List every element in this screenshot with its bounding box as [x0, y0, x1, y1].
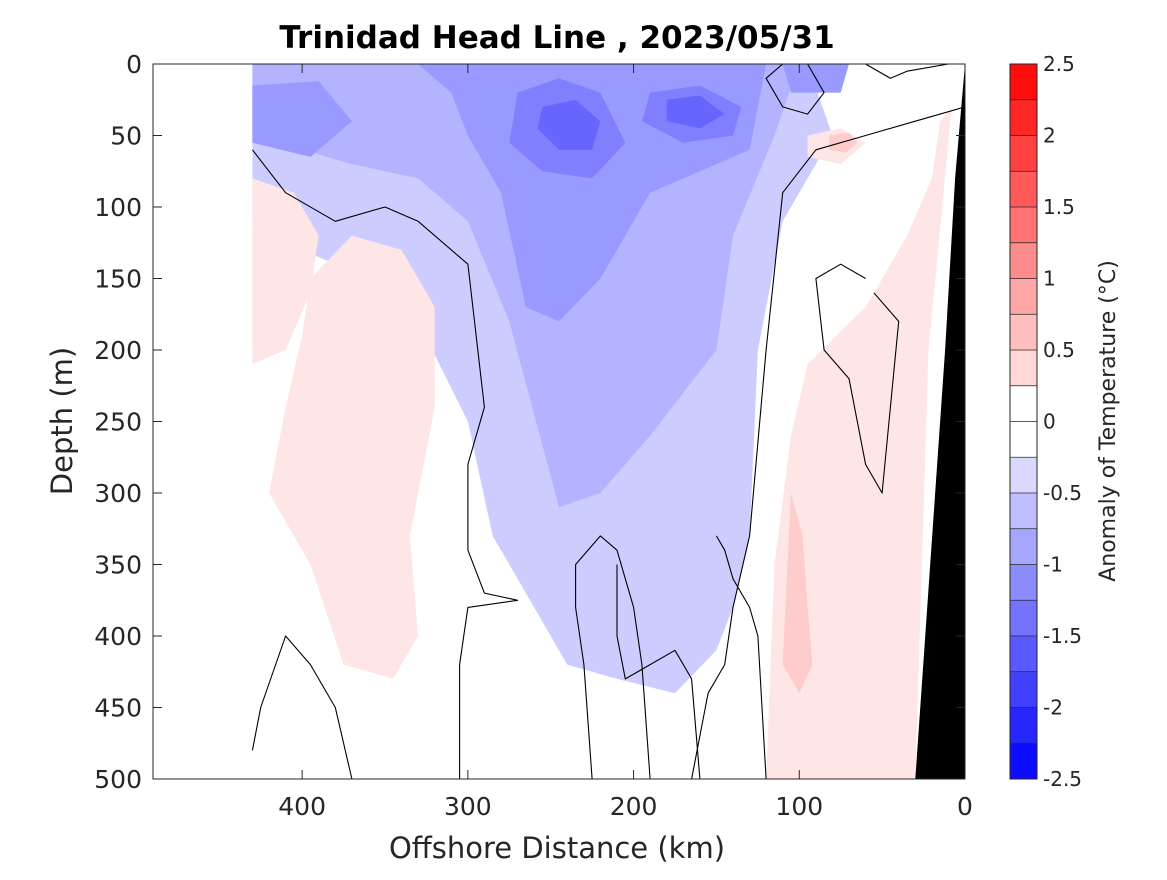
y-tick-label: 0 [126, 50, 142, 79]
y-tick-label: 300 [94, 479, 142, 508]
colorbar-bin [1010, 493, 1037, 530]
anomaly-region [537, 99, 601, 150]
colorbar-bin [1010, 64, 1037, 101]
anomaly-region [269, 235, 435, 679]
zero-contour-line [691, 106, 965, 779]
seafloor-bathymetry [915, 64, 965, 779]
colorbar-bin [1010, 99, 1037, 136]
y-axis-label: Depth (m) [45, 347, 79, 495]
y-tick-label: 100 [94, 193, 142, 222]
colorbar-bin [1010, 314, 1037, 351]
colorbar-tick-label: -2.5 [1043, 767, 1082, 791]
y-tick-label: 250 [94, 408, 142, 437]
colorbar-bin [1010, 385, 1037, 422]
zero-contour-line [765, 64, 825, 115]
x-tick-label: 200 [610, 792, 658, 821]
colorbar-bin [1010, 564, 1037, 601]
x-axis-label: Offshore Distance (km) [389, 831, 725, 865]
x-tick-label: 300 [444, 792, 492, 821]
x-tick-label: 0 [957, 792, 973, 821]
y-tick-label: 150 [94, 265, 142, 294]
colorbar-tick-label: 0 [1043, 410, 1056, 434]
colorbar-tick-label: 1.5 [1043, 195, 1075, 219]
colorbar-tick-label: -1 [1043, 553, 1063, 577]
colorbar-tick-label: 1 [1043, 267, 1056, 291]
colorbar-frame [1009, 63, 1038, 780]
colorbar-bin [1010, 528, 1037, 565]
x-tick-label: 100 [775, 792, 823, 821]
colorbar-bin [1010, 350, 1037, 387]
colorbar-bin [1010, 171, 1037, 208]
y-tick-label: 400 [94, 622, 142, 651]
colorbar: 2.5 2 1.5 1 0.5 0 -0.5 -1 -1.5 -2 -2.5 [1009, 52, 1082, 791]
plot-content [251, 64, 965, 779]
colorbar-tick-label: 0.5 [1043, 338, 1075, 362]
anomaly-region [782, 493, 813, 694]
anomaly-region [252, 178, 319, 365]
colorbar-bin [1010, 421, 1037, 458]
colorbar-bin [1010, 671, 1037, 708]
colorbar-bin [1010, 135, 1037, 172]
colorbar-bin [1010, 636, 1037, 673]
colorbar-tick-label: 2 [1043, 124, 1056, 148]
colorbar-label: Anomaly of Temperature (°C) [1096, 260, 1121, 582]
zero-contour-line [251, 149, 519, 779]
zero-contour-line [251, 635, 353, 779]
y-tick-label: 500 [94, 765, 142, 794]
colorbar-bin [1010, 242, 1037, 279]
y-tick-label: 450 [94, 694, 142, 723]
zero-contour-line [715, 535, 767, 779]
x-tick-label: 400 [278, 792, 326, 821]
colorbar-bin [1010, 457, 1037, 494]
chart-title: Trinidad Head Line , 2023/05/31 [279, 20, 834, 56]
zero-contour-line [575, 535, 651, 779]
colorbar-tick-label: -1.5 [1043, 624, 1082, 648]
colorbar-bin [1010, 707, 1037, 744]
y-tick-label: 200 [94, 336, 142, 365]
colorbar-tick-label: -0.5 [1043, 481, 1082, 505]
colorbar-bin [1010, 600, 1037, 637]
anomaly-region [666, 95, 725, 129]
colorbar-bin [1010, 207, 1037, 244]
zero-contour-line [865, 64, 949, 79]
colorbar-bin [1010, 278, 1037, 315]
y-tick-label: 350 [94, 551, 142, 580]
colorbar-tick-label: -2 [1043, 696, 1063, 720]
anomaly-region [252, 81, 352, 157]
anomaly-region [829, 132, 858, 153]
y-tick-label: 50 [110, 122, 142, 151]
colorbar-bin [1010, 743, 1037, 780]
zero-contour-line [815, 263, 900, 494]
zero-contour-line [616, 564, 701, 779]
anomaly-region [766, 106, 952, 779]
colorbar-tick-label: 2.5 [1043, 52, 1075, 76]
plot-area: 400 300 200 100 0 0 50 100 150 200 250 300 350 400 450… [94, 50, 973, 821]
